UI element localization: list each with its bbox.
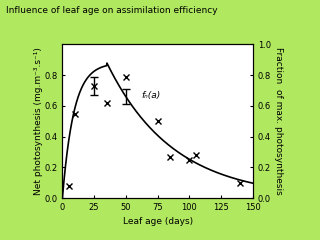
Text: Influence of leaf age on assimilation efficiency: Influence of leaf age on assimilation ef… [6, 6, 218, 15]
Y-axis label: Fraction  of max. photosynthesis: Fraction of max. photosynthesis [274, 47, 283, 195]
Text: fₙ(a): fₙ(a) [141, 91, 160, 100]
Y-axis label: Net photosynthesis (mg.m⁻³.s⁻¹): Net photosynthesis (mg.m⁻³.s⁻¹) [34, 47, 43, 195]
X-axis label: Leaf age (days): Leaf age (days) [123, 217, 193, 226]
